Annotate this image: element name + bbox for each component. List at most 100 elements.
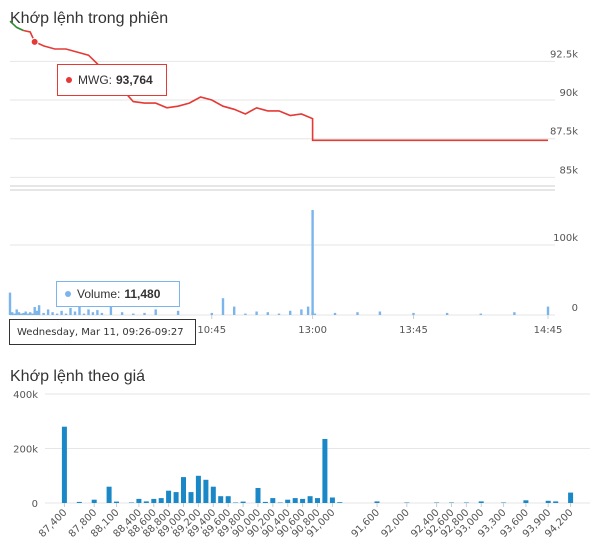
price-tooltip-series: MWG: [78,73,112,87]
volume-bar [306,306,310,315]
volume-bar [33,307,36,315]
pv-bar [181,477,186,503]
pv-bar [478,501,484,503]
volume-bar [210,312,213,315]
volume-bar [22,312,25,315]
pv-bar [553,501,559,503]
volume-bar [132,313,135,315]
volume-tooltip: Volume: 11,480 [56,281,180,307]
pv-bar [106,486,112,503]
volume-bar [233,306,236,315]
pv-y-tick-label: 400k [13,390,38,401]
price-line-down [23,29,548,142]
price-y-tick-label: 85k [559,165,578,176]
session-chart-title: Khớp lệnh trong phiên [10,10,169,27]
pv-bar [307,496,313,503]
volume-bar [17,312,21,315]
price-line-up [9,20,24,32]
volume-bar [120,312,124,315]
volume-bar [143,312,146,315]
volume-tooltip-dot [65,291,71,297]
pv-bar [300,498,306,503]
volume-bar [13,313,16,315]
volume-bar [26,313,30,315]
volume-bar [546,306,550,315]
volume-y-tick-label: 100k [553,233,578,244]
pv-bar [203,479,209,503]
pv-bar [166,490,172,503]
volume-bar [255,311,258,315]
pv-bar [292,498,298,503]
pv-bar [277,502,283,503]
volume-bar [311,210,314,315]
pv-bar [240,501,246,503]
volume-bar [100,312,104,315]
time-tooltip: Wednesday, Mar 11, 09:26-09:27 [9,319,196,345]
volume-bar [277,313,281,315]
pv-y-tick-label: 0 [32,499,38,510]
volume-bar [82,313,86,315]
pv-bar [501,502,507,503]
volume-bar [221,298,225,315]
pv-bar [285,499,291,503]
pv-y-tick-label: 200k [13,445,38,456]
volume-bar [445,312,449,315]
pv-bar [195,475,201,504]
volume-tooltip-series: Volume: [77,287,121,301]
pv-bar [151,498,157,503]
pv-bar [218,496,224,503]
session-x-tick-label: 13:00 [298,325,327,336]
pv-bar [91,499,97,503]
pv-bar [374,501,380,503]
volume-bar [244,313,247,315]
volume-bar [513,312,516,315]
pv-bar [225,496,231,503]
price-chart-title: Khớp lệnh theo giá [10,368,146,385]
pv-bar [158,498,164,503]
volume-bar [64,313,68,315]
volume-bar [96,310,99,315]
volume-bar [20,313,23,315]
pv-bar [545,500,551,503]
volume-bar [266,312,269,315]
volume-bar [479,313,482,315]
pv-bar [449,502,454,503]
pv-bar [568,492,574,503]
volume-bar [91,312,95,315]
volume-bar [154,309,157,315]
volume-bar [313,313,317,315]
volume-bar [69,308,72,315]
volume-bar [37,305,41,315]
price-hover-marker [30,37,39,46]
volume-bar [289,310,292,315]
pv-bar [128,502,134,503]
price-y-tick-label: 87.5k [550,127,578,138]
pv-bar [270,498,276,503]
volume-bar [29,312,32,315]
volume-bar [60,310,63,315]
volume-bar [11,312,14,315]
pv-x-tick-label: 92,000 [379,507,412,540]
pv-bar [315,498,320,503]
pv-bar [255,488,261,503]
pv-x-tick-label: 87,400 [37,507,70,540]
pv-bar [434,502,440,503]
price-tooltip-dot [66,77,72,83]
volume-bar [412,312,415,315]
volume-bar [176,310,180,315]
price-y-tick-label: 92.5k [550,49,578,60]
pv-bar [337,502,343,503]
pv-bar [173,492,179,503]
price-tooltip-value: 93,764 [116,73,153,87]
volume-bar [333,312,337,315]
volume-bar [24,311,27,315]
volume-bar [73,311,77,315]
volume-bar [55,313,59,315]
pv-bar [262,501,268,503]
volume-bar [51,312,54,315]
volume-bar [35,310,39,315]
session-x-tick-label: 14:45 [534,325,563,336]
pv-bar [322,439,328,503]
pv-bar [329,497,335,503]
pv-bar [61,426,67,503]
